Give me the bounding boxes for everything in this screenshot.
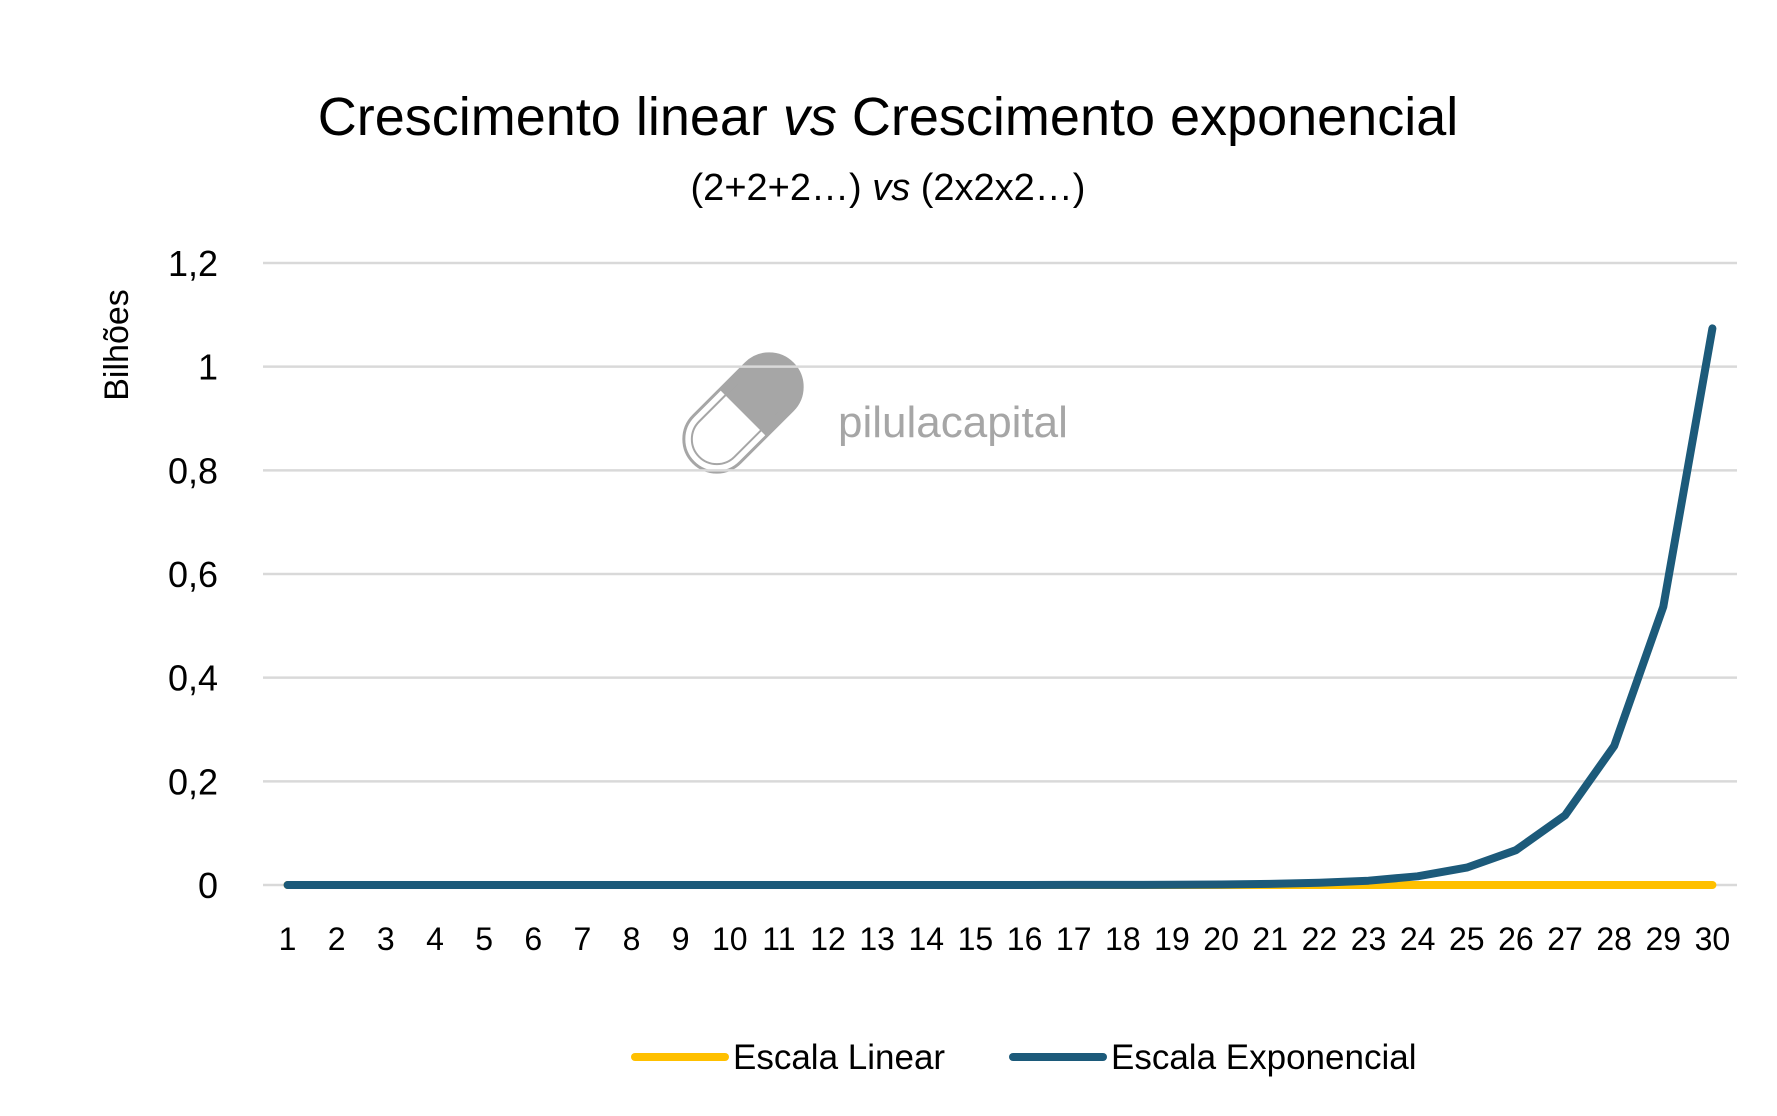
chart-subtitle-part-1: (2+2+2…) (691, 167, 873, 209)
series-lines (283, 324, 1717, 889)
x-tick-label: 20 (1203, 921, 1239, 957)
x-tick-label: 22 (1302, 921, 1338, 957)
x-tick-label: 23 (1351, 921, 1387, 957)
y-tick-label: 0,6 (168, 554, 218, 595)
x-tick-label: 10 (712, 921, 748, 957)
x-tick-label: 29 (1646, 921, 1682, 957)
chart-subtitle-italic: vs (872, 167, 910, 209)
x-tick-label: 25 (1449, 921, 1485, 957)
legend: Escala Linear Escala Exponencial (631, 1038, 1416, 1077)
legend-label-2: Escala Exponencial (1111, 1038, 1416, 1077)
x-tick-label: 6 (524, 921, 542, 957)
series-line-2 (283, 324, 1717, 889)
x-tick-label: 7 (573, 921, 591, 957)
x-tick-label: 26 (1498, 921, 1534, 957)
chart-subtitle: (2+2+2…) vs (2x2x2…) (691, 167, 1086, 209)
legend-label-1: Escala Linear (733, 1038, 945, 1077)
gridlines (263, 261, 1737, 887)
x-tick-label: 24 (1400, 921, 1436, 957)
watermark: pilulacapital (682, 352, 1068, 474)
chart-title: Crescimento linear vs Crescimento expone… (318, 87, 1459, 147)
chart-subtitle-part-2: (2x2x2…) (910, 167, 1085, 209)
x-tick-label: 2 (328, 921, 346, 957)
x-tick-label: 28 (1596, 921, 1632, 957)
x-tick-label: 13 (859, 921, 895, 957)
x-tick-label: 19 (1154, 921, 1190, 957)
y-tick-label: 0,4 (168, 658, 218, 699)
y-axis-ticks: 0 0,2 0,4 0,6 0,8 1 1,2 (168, 243, 218, 906)
x-tick-label: 21 (1252, 921, 1288, 957)
x-tick-label: 12 (810, 921, 846, 957)
x-tick-label: 14 (909, 921, 945, 957)
watermark-text: pilulacapital (838, 398, 1068, 447)
chart-title-italic: vs (783, 87, 837, 147)
y-tick-label: 1 (198, 347, 218, 388)
x-tick-label: 15 (958, 921, 994, 957)
capsule-icon (682, 352, 804, 474)
x-tick-label: 16 (1007, 921, 1043, 957)
x-tick-label: 1 (279, 921, 297, 957)
x-axis-ticks: 1 2 3 4 5 6 7 8 9 10 11 12 13 14 15 16 17 18 19 20 21 22 23 24 2… (279, 921, 1731, 957)
x-tick-label: 30 (1695, 921, 1731, 957)
y-tick-label: 0 (198, 865, 218, 906)
x-tick-label: 3 (377, 921, 395, 957)
x-tick-label: 8 (623, 921, 641, 957)
x-tick-label: 18 (1105, 921, 1141, 957)
y-axis-label: Bilhões (98, 289, 136, 401)
x-tick-label: 11 (762, 921, 795, 957)
y-tick-label: 1,2 (168, 243, 218, 284)
chart-title-part-1: Crescimento linear (318, 87, 783, 147)
x-tick-label: 4 (426, 921, 444, 957)
x-tick-label: 9 (672, 921, 690, 957)
x-tick-label: 27 (1547, 921, 1583, 957)
chart-title-part-2: Crescimento exponencial (837, 87, 1458, 147)
y-tick-label: 0,2 (168, 761, 218, 802)
y-tick-label: 0,8 (168, 450, 218, 491)
x-tick-label: 5 (475, 921, 493, 957)
x-tick-label: 17 (1056, 921, 1092, 957)
